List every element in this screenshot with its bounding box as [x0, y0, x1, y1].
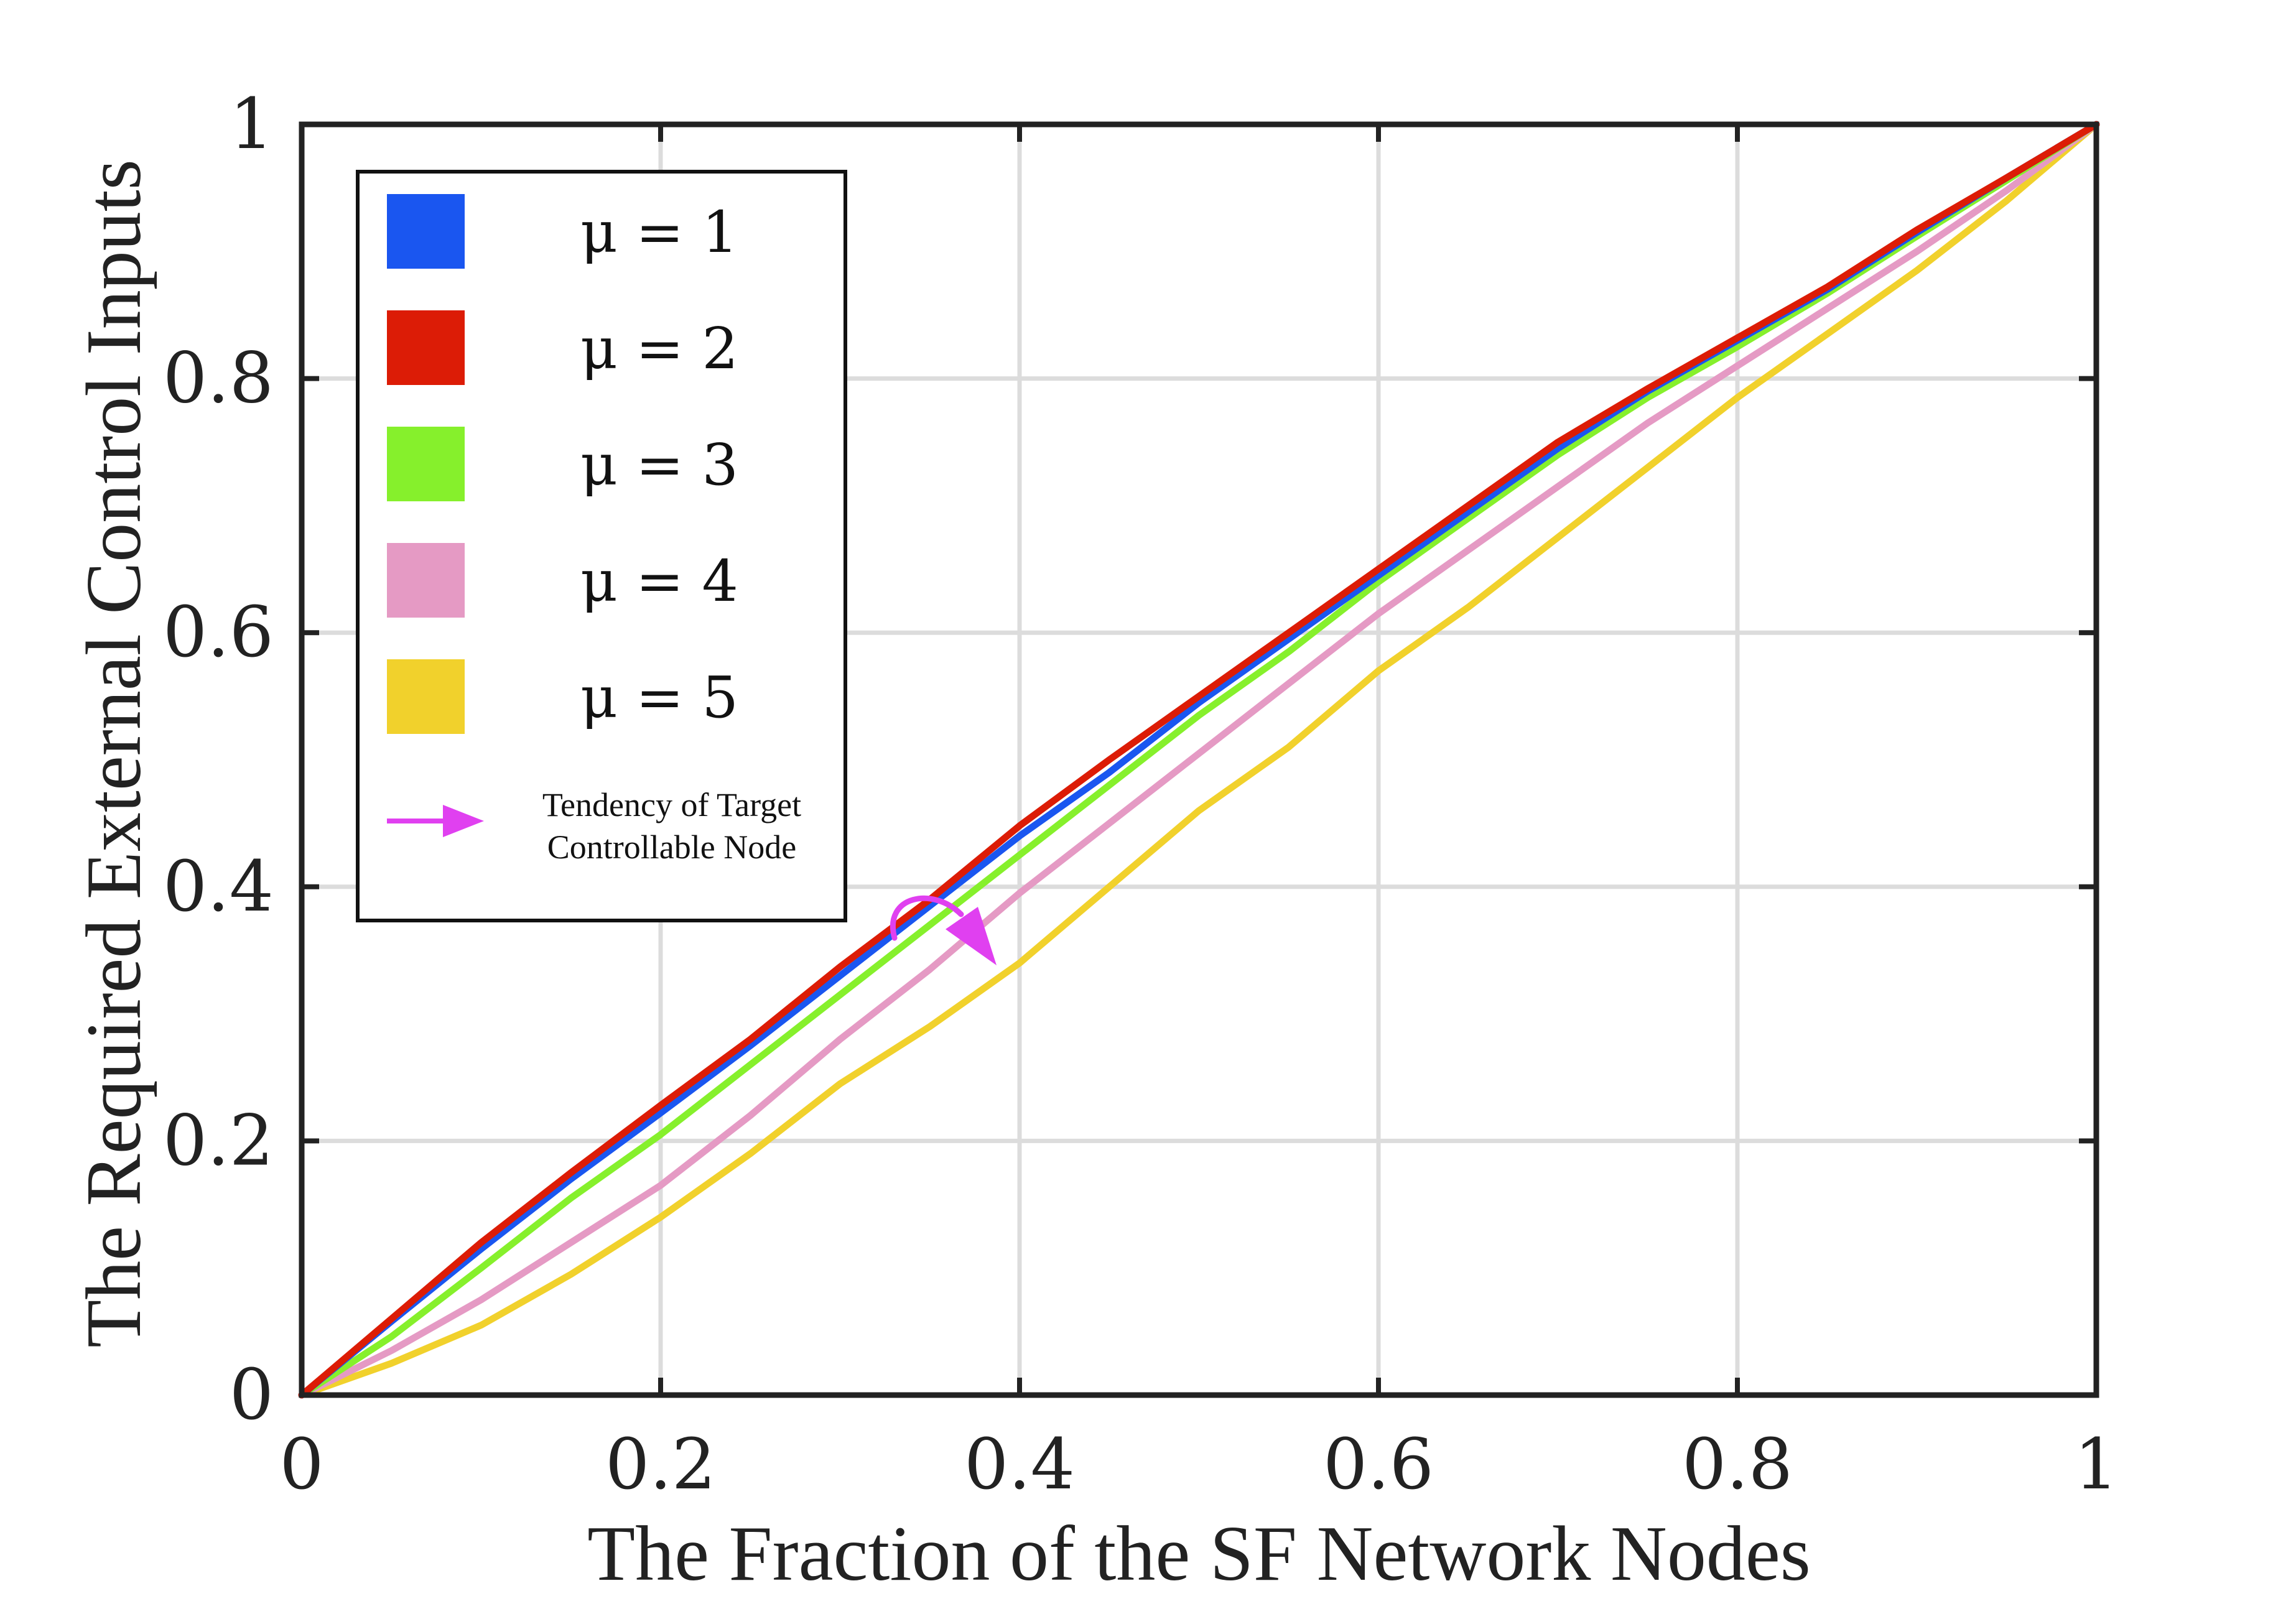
y-tick-label: 0.8 [163, 338, 274, 419]
legend-note-line1: Tendency of Target [542, 786, 801, 823]
y-axis-label: The Required External Control Inputs [71, 159, 157, 1348]
series-lines [298, 121, 2100, 1399]
series-line-mu-2 [298, 121, 2100, 1399]
x-tick-label: 1 [2074, 1424, 2118, 1505]
legend-label-mu-1: μ = 1 [580, 199, 738, 266]
trend-arrow [890, 895, 997, 965]
x-tick-label: 0.4 [964, 1424, 1075, 1505]
legend-note-line2: Controllable Node [547, 828, 796, 866]
trend-arrow-head [946, 907, 997, 965]
y-tick-label: 0 [230, 1355, 274, 1435]
legend-label-mu-4: μ = 4 [580, 548, 738, 615]
legend-swatch-mu-2 [387, 310, 465, 385]
legend-label-mu-3: μ = 3 [580, 432, 738, 498]
series-line-mu-4 [298, 121, 2100, 1399]
legend-swatch-mu-1 [387, 194, 465, 269]
legend-swatch-mu-5 [387, 659, 465, 734]
x-tick-label: 0.8 [1682, 1424, 1793, 1505]
x-axis-label: The Fraction of the SF Network Nodes [587, 1511, 1811, 1597]
trend-arrow-curve [890, 895, 964, 941]
y-tick-label: 0.2 [163, 1100, 274, 1181]
legend-label-mu-5: μ = 5 [580, 664, 738, 731]
axes-box [299, 121, 2099, 1398]
y-tick-label: 0.4 [163, 846, 274, 927]
x-tick-label: 0 [279, 1424, 323, 1505]
y-tick-label: 0.6 [163, 592, 274, 673]
legend-label-mu-2: μ = 2 [580, 315, 738, 382]
legend-swatch-mu-4 [387, 543, 465, 618]
legend-swatch-mu-3 [387, 427, 465, 501]
legend: μ = 1 μ = 2 μ = 3 μ = 4 μ = 5 Tendency of Ta… [356, 170, 847, 922]
x-tick-label: 0.6 [1323, 1424, 1434, 1505]
tick-labels: 0 0.2 0.4 0.6 0.8 1 0 0.2 0.4 0.6 0.8 1 [163, 84, 2119, 1505]
legend-arrow-icon [387, 805, 484, 837]
series-line-mu-3 [298, 121, 2100, 1399]
x-tick-label: 0.2 [605, 1424, 716, 1505]
y-tick-label: 1 [230, 84, 274, 165]
legend-items: μ = 1 μ = 2 μ = 3 μ = 4 μ = 5 [387, 194, 738, 734]
series-line-mu-5 [298, 121, 2100, 1399]
